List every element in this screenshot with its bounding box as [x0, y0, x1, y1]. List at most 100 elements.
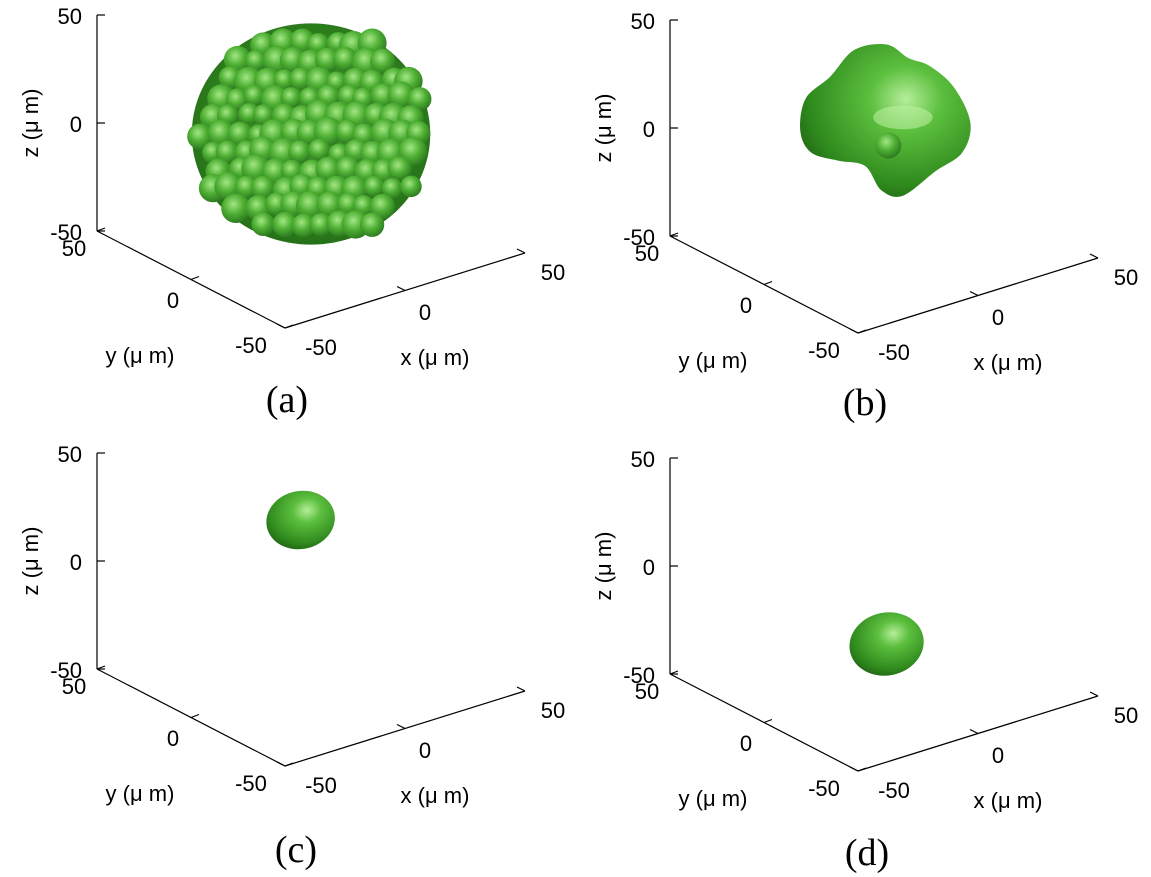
x-tick-mark [396, 285, 406, 292]
cluster-bump [313, 117, 343, 147]
cluster-bump [407, 87, 432, 111]
z-tick-label: 50 [58, 442, 82, 467]
irregular-highlight [873, 105, 933, 130]
y-tick-mark [763, 280, 773, 286]
y-tick-mark [284, 762, 294, 767]
z-tick-label: 0 [70, 112, 82, 137]
x-tick-label: 0 [992, 305, 1004, 330]
z-tick-label: 50 [631, 447, 655, 472]
x-tick-mark [1089, 691, 1099, 697]
y-tick-label: 50 [62, 674, 86, 699]
cluster-bump [245, 49, 267, 72]
cluster-bump [295, 191, 325, 220]
x-tick-label: 0 [419, 300, 431, 325]
cluster-bump [207, 119, 235, 148]
y-tick-mark [857, 767, 867, 772]
y-tick-label: -50 [235, 333, 267, 358]
x-tick-mark [516, 248, 526, 254]
y-axis-label: y (μ m) [106, 343, 175, 368]
x-tick-mark [849, 766, 859, 772]
object-irregular [800, 44, 971, 197]
cluster-bump [370, 48, 396, 74]
x-tick-label: 50 [541, 698, 565, 723]
panel-caption: (c) [275, 829, 317, 871]
cluster-bump [225, 88, 249, 111]
y-tick-mark [284, 324, 294, 329]
y-tick-label: 50 [635, 241, 659, 266]
x-tick-label: 0 [992, 743, 1004, 768]
cluster-bump [280, 87, 302, 109]
y-tick-mark [190, 713, 200, 719]
y-tick-label: 50 [635, 679, 659, 704]
blob-body [849, 612, 924, 676]
cluster-bump [333, 46, 358, 72]
x-tick-label: 50 [541, 260, 565, 285]
z-tick-label: -50 [50, 658, 82, 683]
cluster-bump [381, 177, 403, 199]
cluster-bump [272, 211, 298, 238]
y-tick-label: 0 [167, 288, 179, 313]
cluster-bump [309, 213, 333, 236]
cluster-bump [273, 69, 295, 91]
y-tick-label: 50 [62, 236, 86, 261]
z-tick-label: 0 [643, 555, 655, 580]
x-axis-label: x (μ m) [974, 788, 1043, 813]
x-tick-label: 0 [419, 738, 431, 763]
x-tick-mark [276, 323, 286, 329]
cluster-bump [315, 156, 342, 183]
z-axis-label: z (μ m) [591, 94, 616, 163]
y-axis-label: y (μ m) [679, 786, 748, 811]
x-axis-label: x (μ m) [401, 345, 470, 370]
x-tick-label: 50 [1114, 265, 1138, 290]
cluster-bump [251, 212, 275, 236]
y-axis-label: y (μ m) [106, 781, 175, 806]
z-tick-label: 50 [58, 4, 82, 29]
cluster-bump [221, 193, 251, 224]
x-tick-mark [396, 723, 406, 730]
x-tick-label: -50 [305, 335, 337, 360]
object-blob [849, 612, 924, 676]
cluster-bump [251, 175, 275, 200]
panel-caption: (a) [266, 379, 308, 421]
cluster-bump [253, 104, 275, 126]
z-tick-label: 0 [70, 550, 82, 575]
y-tick-mark [669, 670, 679, 675]
cluster-bump [359, 212, 385, 237]
x-tick-mark [276, 761, 286, 767]
x-tick-label: -50 [305, 773, 337, 798]
x-axis-label: x (μ m) [974, 350, 1043, 375]
z-axis-label: z (μ m) [18, 89, 43, 158]
y-tick-label: 0 [740, 293, 752, 318]
z-tick-label: -50 [50, 220, 82, 245]
cluster-bump [387, 156, 412, 181]
blob-body [266, 490, 335, 550]
cluster-bump [291, 213, 316, 238]
cluster-bump [369, 193, 395, 220]
z-tick-label: 0 [643, 117, 655, 142]
cluster-bump [227, 121, 253, 147]
x-axis-label: x (μ m) [401, 783, 470, 808]
y-tick-mark [669, 232, 679, 237]
z-axis-label: z (μ m) [18, 527, 43, 596]
x-tick-label: -50 [878, 340, 910, 365]
z-tick-label: 50 [631, 9, 655, 34]
cluster-bump [335, 156, 360, 181]
x-tick-mark [516, 686, 526, 692]
cluster-bump [243, 85, 265, 107]
y-tick-mark [96, 227, 106, 232]
y-tick-label: 0 [740, 731, 752, 756]
cluster-bump [288, 140, 311, 163]
x-tick-mark [1089, 253, 1099, 259]
cluster-bump [363, 175, 385, 197]
y-tick-mark [857, 329, 867, 334]
cluster-bump [308, 138, 330, 161]
object-cluster [187, 23, 432, 245]
y-tick-label: -50 [235, 771, 267, 796]
cluster-bump [314, 47, 340, 73]
cluster-bump [215, 140, 239, 164]
